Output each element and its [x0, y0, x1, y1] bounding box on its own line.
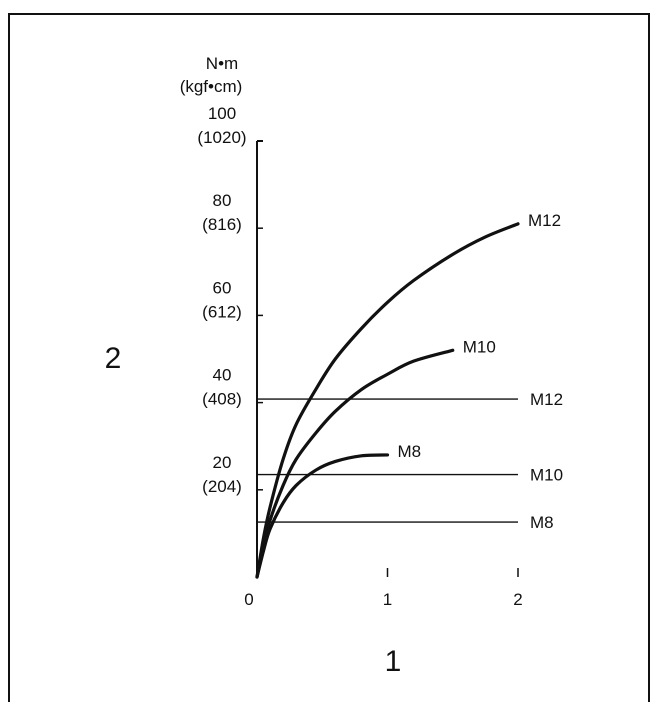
y-tick-label-40: 40	[213, 366, 232, 385]
y-tick-label-80: 80	[213, 191, 232, 210]
limit-label-m8: M8	[530, 513, 554, 532]
curve-label-m12: M12	[528, 211, 561, 230]
limit-lines: M12 M10 M8	[257, 390, 563, 532]
frame	[8, 13, 650, 705]
curve-label-m10: M10	[463, 337, 496, 356]
x-axis-label: 1	[385, 645, 402, 678]
y-tick-sublabel-80: (816)	[202, 215, 242, 234]
curve-m10	[255, 348, 455, 579]
tick-labels: 20 (204) 40 (408) 60 (612) 80 (816) 100 (1020) 0 1 2	[197, 104, 522, 609]
x-tick-label-2: 2	[513, 590, 522, 609]
y-tick-sublabel-40: (408)	[202, 390, 242, 409]
y-axis-unit-primary: N•m	[206, 54, 238, 73]
curve-label-m8: M8	[398, 442, 422, 461]
curve-m12	[255, 222, 520, 579]
y-tick-sublabel-20: (204)	[202, 477, 242, 496]
y-axis-unit-secondary: (kgf•cm)	[180, 77, 243, 96]
limit-label-m12: M12	[530, 390, 563, 409]
y-axis-label: 2	[105, 342, 122, 375]
y-tick-label-20: 20	[213, 453, 232, 472]
torque-curves: M8 M10 M12	[255, 211, 561, 579]
x-tick-label-0: 0	[244, 590, 253, 609]
y-tick-label-60: 60	[213, 278, 232, 297]
axes	[256, 140, 519, 577]
limit-label-m10: M10	[530, 466, 563, 485]
y-tick-sublabel-60: (612)	[202, 302, 242, 321]
y-tick-sublabel-100: (1020)	[197, 128, 246, 147]
y-tick-label-100: 100	[208, 104, 236, 123]
x-tick-label-1: 1	[383, 590, 392, 609]
